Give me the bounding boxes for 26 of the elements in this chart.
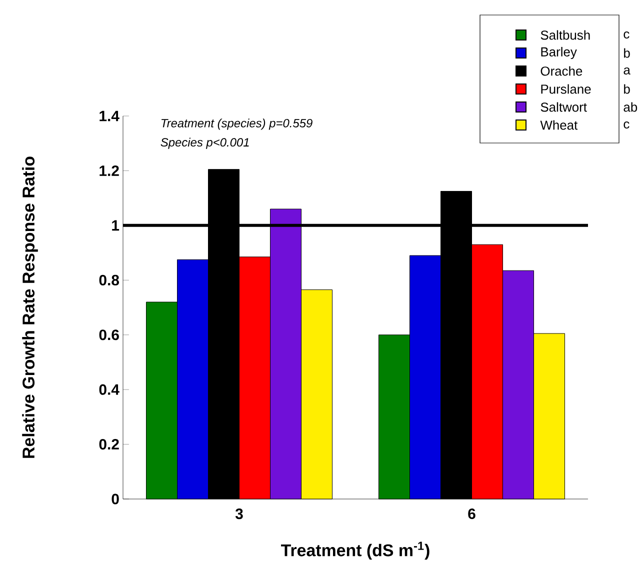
text: b [624,48,630,58]
y-tick-label: 1.2 [100,165,119,176]
y-tick-label: 0 [112,494,119,504]
y-tick-label: 1.4 [100,110,120,122]
x-tick-label: 3 [235,508,243,520]
y-tick-label: 0.2 [99,438,119,450]
y-axis-title: Relative Growth Rate Response Ratio [22,156,38,458]
x-axis-title: Treatment (dS m$^{-1}$) [281,542,430,560]
legend-label: Purslane [541,84,591,94]
legend-label: Saltbush [540,30,590,40]
legend-label: Barley [541,46,577,60]
annotation: Treatment (species) p=0.559 [161,118,312,130]
text: ab [624,102,638,112]
legend-label: Saltwort [540,102,587,112]
text: c [624,121,630,129]
x-tick-label: 6 [468,508,476,520]
y-tick-label: 0.6 [99,330,119,340]
y-tick-label: 0.4 [99,384,120,395]
text: b [624,84,630,94]
legend-label: Orache [540,66,582,76]
y-tick-label: 1 [112,220,120,231]
y-tick-label: 0.8 [99,274,120,286]
annotation: Species p<0.001 [160,138,249,149]
text: c [624,31,630,39]
text: a [624,67,630,75]
legend-label: Wheat [540,120,578,130]
